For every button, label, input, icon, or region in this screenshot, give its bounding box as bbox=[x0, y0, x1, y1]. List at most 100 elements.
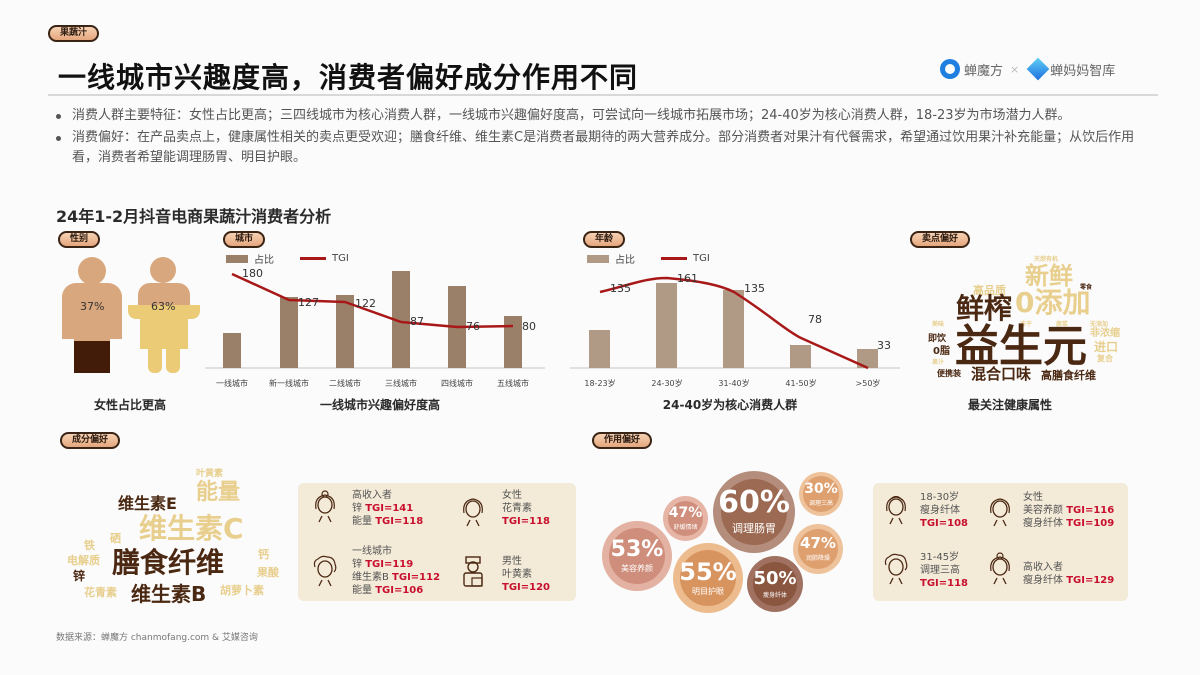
word-cloud-term: 便携装 bbox=[937, 369, 961, 378]
age-chart bbox=[570, 276, 900, 370]
effect-label: 润肺降燥 bbox=[805, 555, 830, 562]
tgi-label: 锌 bbox=[352, 503, 366, 514]
tgi-label: 锌 bbox=[352, 559, 366, 570]
effect-pct: 50% bbox=[753, 567, 797, 589]
word-cloud-term: 硒 bbox=[110, 532, 121, 545]
city-x-label: 二线城市 bbox=[329, 379, 361, 388]
effect-pct: 60% bbox=[718, 485, 790, 520]
tgi-value: TGI=118 bbox=[920, 578, 969, 589]
word-cloud-term: 花青素 bbox=[84, 586, 117, 599]
tgi-segment: 31-45岁 调理三高 TGI=118 bbox=[920, 551, 968, 590]
word-cloud-term: 冻干 bbox=[1020, 321, 1033, 328]
ingredients-tgi-card: 高收入者锌 TGI=141 能量 TGI=118 女性 花青素 TGI=118 一线城市锌… bbox=[298, 483, 576, 601]
tgi-value: TGI=106 bbox=[375, 585, 424, 596]
word-cloud-term: 零食 bbox=[1080, 284, 1093, 291]
word-cloud-term: 混合口味 bbox=[971, 365, 1032, 383]
effect-bubble: 47% 润肺降燥 bbox=[793, 524, 843, 574]
rich-person-icon bbox=[310, 489, 340, 525]
tgi-segment: 18-30岁 瘦身纤体 TGI=108 bbox=[920, 491, 968, 530]
tgi-line: TGI=120 bbox=[502, 581, 550, 594]
effects-tag: 作用偏好 bbox=[592, 432, 653, 449]
chanmama-logo-icon bbox=[1026, 57, 1050, 81]
word-cloud-term: 胡萝卜素 bbox=[220, 584, 264, 597]
tgi-label: 花青素 bbox=[502, 503, 532, 514]
tgi-line: 女性 bbox=[1023, 491, 1114, 504]
tgi-label: 瘦身纤体 bbox=[920, 505, 960, 516]
tgi-line: 31-45岁 bbox=[920, 551, 968, 564]
city-woman-icon bbox=[310, 553, 340, 589]
tgi-value: TGI=109 bbox=[1066, 518, 1115, 529]
tgi-value: TGI=129 bbox=[1066, 575, 1115, 586]
effect-pct: 55% bbox=[679, 557, 737, 586]
male-pct: 37% bbox=[80, 300, 105, 313]
tgi-line: 叶黄素 bbox=[502, 568, 550, 581]
tgi-line: 18-30岁 bbox=[920, 491, 968, 504]
age-tgi-value: 135 bbox=[610, 282, 631, 295]
tgi-label: 18-30岁 bbox=[920, 492, 960, 503]
word-cloud-term: 果酸 bbox=[257, 566, 279, 579]
city-tgi-value: 127 bbox=[298, 296, 319, 309]
word-cloud-term: 维生素B bbox=[131, 582, 207, 606]
effect-pct: 47% bbox=[668, 505, 703, 521]
age-tgi-value: 33 bbox=[877, 339, 891, 352]
effect-bubble: 50% 瘦身纤体 bbox=[747, 556, 803, 612]
effect-bubble: 53% 美容养颜 bbox=[602, 521, 672, 591]
word-cloud-term: 膳食纤维 bbox=[112, 546, 225, 579]
legend-bar-label: 占比 bbox=[254, 255, 274, 266]
bullet-consumer-preference: 消费偏好：在产品卖点上，健康属性相关的卖点更受欢迎；膳食纤维、维生素C是消费者最… bbox=[56, 128, 1136, 168]
city-tgi-value: 80 bbox=[522, 320, 536, 333]
city-chart bbox=[205, 271, 545, 369]
middle-aged-woman-icon bbox=[881, 551, 911, 587]
legend-line-swatch bbox=[661, 257, 687, 260]
effects-tgi-card: 18-30岁 瘦身纤体 TGI=108 女性 美容养颜 TGI=116 瘦身纤体 TGI=… bbox=[873, 483, 1128, 601]
city-tag: 城市 bbox=[223, 231, 266, 248]
section-title: 24年1-2月抖音电商果蔬汁消费者分析 bbox=[56, 207, 332, 226]
effect-label: 瘦身纤体 bbox=[762, 591, 787, 599]
age-tag: 年龄 bbox=[583, 231, 626, 248]
male-figure-icon bbox=[62, 257, 122, 375]
effect-bubble: 60% 调理肠胃 bbox=[713, 471, 795, 553]
tgi-label: 31-45岁 bbox=[920, 552, 960, 563]
summary-bullets: 消费人群主要特征：女性占比更高；三四线城市为核心消费人群，一线城市兴趣偏好度高，… bbox=[56, 106, 1136, 170]
ingredients-tag: 成分偏好 bbox=[60, 432, 121, 449]
gender-tag: 性别 bbox=[58, 231, 101, 248]
selling-points-tag: 卖点偏好 bbox=[910, 231, 971, 248]
age-x-label: 24-30岁 bbox=[651, 379, 683, 388]
logo-separator: × bbox=[1010, 62, 1020, 76]
word-cloud-term: 电解质 bbox=[67, 554, 100, 567]
tgi-line: 锌 TGI=141 bbox=[352, 502, 423, 515]
tgi-value: TGI=108 bbox=[920, 518, 969, 529]
tgi-line: 一线城市 bbox=[352, 545, 440, 558]
word-cloud-term: 钙 bbox=[258, 548, 269, 561]
tgi-line: TGI=118 bbox=[502, 515, 550, 528]
city-x-label: 五线城市 bbox=[497, 379, 529, 388]
effect-pct: 30% bbox=[804, 480, 838, 497]
tgi-label: 高收入者 bbox=[352, 490, 392, 501]
tgi-line: 高收入者 bbox=[352, 489, 423, 502]
city-caption: 一线城市兴趣偏好度高 bbox=[319, 398, 440, 412]
title-divider bbox=[48, 94, 1158, 96]
legend-line-label: TGI bbox=[693, 253, 710, 264]
woman-icon bbox=[458, 493, 488, 529]
data-source: 数据来源：蝉魔方 chanmofang.com & 艾媒咨询 bbox=[56, 633, 258, 643]
tgi-segment: 高收入者锌 TGI=141 能量 TGI=118 bbox=[352, 489, 423, 528]
age-caption: 24-40岁为核心消费人群 bbox=[662, 398, 798, 412]
tgi-line: 能量 TGI=118 bbox=[352, 515, 423, 528]
tgi-line: 瘦身纤体 TGI=109 bbox=[1023, 517, 1114, 530]
age-x-label: 41-50岁 bbox=[785, 379, 817, 388]
tgi-label: 瘦身纤体 bbox=[1023, 575, 1067, 586]
effect-bubble: 55% 明目护眼 bbox=[673, 543, 743, 613]
tgi-segment: 女性 花青素 TGI=118 bbox=[502, 489, 550, 528]
tgi-line: 能量 TGI=106 bbox=[352, 584, 440, 597]
age-x-label: >50岁 bbox=[855, 379, 881, 388]
word-cloud-term: 天然有机 bbox=[1034, 256, 1059, 263]
selling-points-caption: 最关注健康属性 bbox=[967, 398, 1052, 412]
tgi-label: 瘦身纤体 bbox=[1023, 518, 1067, 529]
effect-pct: 47% bbox=[800, 534, 836, 552]
age-legend: 占比 TGI bbox=[587, 251, 710, 266]
tgi-segment: 男性 叶黄素 TGI=120 bbox=[502, 555, 550, 594]
tgi-line: 女性 bbox=[502, 489, 550, 502]
legend-bar-label: 占比 bbox=[615, 255, 635, 266]
page-title: 一线城市兴趣度高，消费者偏好成分作用不同 bbox=[58, 61, 639, 94]
female-figure-icon bbox=[128, 257, 200, 375]
